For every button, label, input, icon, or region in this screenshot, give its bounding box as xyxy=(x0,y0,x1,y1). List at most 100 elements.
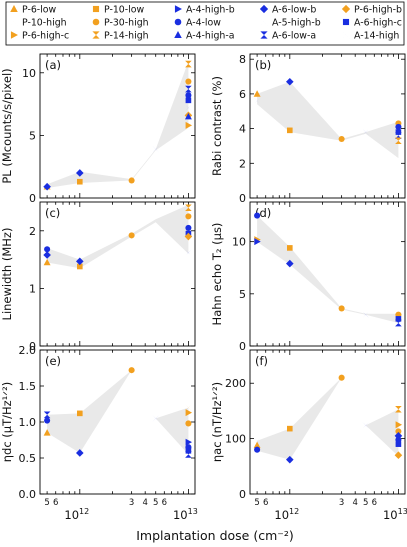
y-tick-label: 1.0 xyxy=(19,416,37,429)
legend-label-a-5-high-b: A-5-high-b xyxy=(272,18,321,29)
legend-item-a-6-high-c: A-6-high-c xyxy=(342,18,402,29)
point-a-6-low-b xyxy=(43,251,51,259)
legend-item-a-5-high-b: A-5-high-b xyxy=(260,18,321,29)
point-p-30-high xyxy=(128,232,135,239)
point-p-6-low xyxy=(43,258,51,266)
point-a-6-low-b xyxy=(286,259,294,268)
point-p-14-high xyxy=(185,204,192,212)
point-a-5-high-b xyxy=(362,422,370,429)
legend-item-p-6-high-b: P-6-high-b xyxy=(341,5,402,16)
y-tick-label: 0 xyxy=(239,192,246,205)
range-band xyxy=(47,61,189,188)
legend-label-p-6-high-b: P-6-high-b xyxy=(354,5,402,16)
legend-label-p-6-low: P-6-low xyxy=(22,5,57,16)
point-p-30-high xyxy=(185,213,192,220)
x-minor-tick-label: 3 xyxy=(129,498,134,508)
point-p-10-low xyxy=(287,245,293,251)
point-a-6-low-b xyxy=(76,257,84,266)
x-major-tick-label: 1012 xyxy=(274,507,299,522)
point-p-10-low xyxy=(77,263,83,270)
legend-marker-p-14-high xyxy=(92,31,100,39)
point-p-30-high xyxy=(395,428,402,435)
point-p-30-high xyxy=(128,367,135,374)
x-minor-tick-label: 4 xyxy=(142,498,147,508)
y-tick-label: 0 xyxy=(29,192,36,205)
point-a-4-high-b xyxy=(185,438,193,446)
point-a-5-high-b xyxy=(362,311,370,318)
y-tick-label: 2.0 xyxy=(19,344,37,357)
range-band xyxy=(257,377,399,460)
point-p-10-low xyxy=(287,425,293,432)
point-a-6-high-c xyxy=(185,97,192,104)
legend-marker-a-4-low xyxy=(174,18,182,26)
point-a-6-low-b xyxy=(76,169,84,177)
panel-c: 0 1 2 (c) Linewidth (MHz) xyxy=(0,201,196,353)
legend-label-p-6-high-c: P-6-high-c xyxy=(22,31,69,42)
point-p-6-high-c xyxy=(185,121,193,129)
legend-label-a-4-high-a: A-4-high-a xyxy=(186,31,235,42)
legend-item-p-30-high: P-30-high xyxy=(92,18,149,29)
point-p-14-high xyxy=(185,60,192,68)
point-p-10-low xyxy=(77,178,83,185)
legend-marker-a-6-low-a xyxy=(260,31,268,39)
y-tick-label: 5 xyxy=(239,288,246,301)
legend-label-a-14-high: A-14-high xyxy=(354,31,399,42)
point-a-5-high-b xyxy=(152,415,160,422)
panel-label: (a) xyxy=(45,58,61,72)
x-minor-tick-label: 6 xyxy=(372,498,377,508)
y-tick-label: 0 xyxy=(239,340,246,353)
legend-item-a-4-low: A-4-low xyxy=(174,18,221,29)
point-a-6-high-c xyxy=(395,316,402,322)
legend-marker-a-5-high-b xyxy=(260,18,268,26)
x-minor-tick-label: 5 xyxy=(44,498,49,508)
panel-label: (e) xyxy=(45,354,61,368)
point-p-6-low xyxy=(253,441,261,449)
panel-label: (c) xyxy=(45,206,60,220)
legend-item-a-4-high-b: A-4-high-b xyxy=(174,5,235,16)
y-tick-label: 200 xyxy=(225,377,246,390)
point-p-30-high xyxy=(185,78,192,85)
y-axis-label: ηac (nT/Hz¹ᐟ²) xyxy=(210,382,224,462)
point-a-4-low xyxy=(44,417,51,424)
point-a-6-low-b xyxy=(76,449,84,457)
point-p-10-low xyxy=(77,410,83,417)
plot-frame xyxy=(39,201,196,347)
legend-label-a-6-low-b: A-6-low-b xyxy=(272,5,316,16)
x-minor-tick-label: 5 xyxy=(254,498,259,508)
point-a-4-low xyxy=(395,123,402,130)
point-p-10-high xyxy=(395,151,402,158)
legend-item-a-6-low-a: A-6-low-a xyxy=(260,31,316,42)
point-p-30-high xyxy=(185,420,192,427)
legend-marker-p-6-low xyxy=(10,5,18,13)
point-p-6-high-c xyxy=(185,409,193,417)
point-a-5-high-b xyxy=(253,437,261,445)
point-a-5-high-b xyxy=(362,128,370,136)
legend-label-a-6-low-a: A-6-low-a xyxy=(272,31,316,42)
point-p-10-low xyxy=(287,127,293,134)
point-a-6-low-b xyxy=(286,77,294,86)
point-a-4-low xyxy=(395,436,402,443)
legend-item-a-6-low-b: A-6-low-b xyxy=(259,4,316,16)
legend-item-p-10-low: P-10-low xyxy=(92,5,144,16)
point-p-30-high xyxy=(338,135,345,143)
point-a-5-high-b xyxy=(152,217,160,225)
legend-marker-a-4-high-a xyxy=(174,31,182,39)
legend-marker-a-6-low-b xyxy=(259,4,269,14)
x-minor-tick-label: 5 xyxy=(363,498,368,508)
legend-marker-p-30-high xyxy=(92,18,100,26)
y-tick-label: 1.5 xyxy=(19,380,37,393)
point-a-4-low xyxy=(44,246,51,253)
x-minor-tick-label: 6 xyxy=(53,498,58,508)
x-major-tick-label: 1013 xyxy=(173,507,198,522)
y-axis-label: Linewidth (MHz) xyxy=(0,228,14,321)
y-tick-label: 1 xyxy=(29,282,36,295)
y-axis-label: Hahn echo T₂ (μs) xyxy=(210,223,224,326)
point-p-30-high xyxy=(128,177,135,184)
legend-marker-p-10-high xyxy=(10,18,18,26)
point-a-4-high-b xyxy=(254,238,261,246)
legend-label-p-14-high: P-14-high xyxy=(104,31,149,42)
point-a-6-low-b xyxy=(286,455,294,464)
